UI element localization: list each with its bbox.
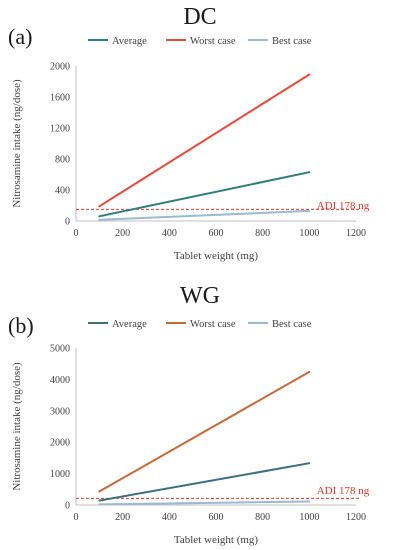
y-tick-label: 5000 [50, 344, 70, 355]
chart-panel-2: WG(b) Average Worst case Best case010002000… [8, 283, 370, 546]
adi-label: ADI 178 ng [317, 485, 370, 497]
x-tick-label: 0 [74, 228, 79, 239]
legend: Average Worst case Best case [88, 319, 312, 330]
legend-label: Average [112, 319, 147, 330]
x-tick-label: 1000 [299, 512, 319, 523]
y-tick-label: 1600 [50, 93, 70, 104]
y-tick-label: 2000 [50, 62, 70, 73]
y-tick-label: 0 [65, 501, 70, 512]
legend-label: Worst case [190, 36, 236, 47]
x-tick-label: 600 [209, 228, 224, 239]
chart-title: DC [183, 4, 216, 30]
x-tick-label: 1000 [299, 228, 319, 239]
x-tick-label: 1200 [346, 228, 366, 239]
legend-label: Best case [272, 36, 312, 47]
series-line-best-case [98, 209, 311, 221]
y-tick-label: 2000 [50, 438, 70, 449]
y-tick-label: 1000 [50, 469, 70, 480]
y-tick-label: 800 [55, 155, 70, 166]
y-tick-label: 3000 [50, 406, 70, 417]
series-line-worst-case [98, 73, 311, 208]
x-tick-label: 800 [255, 228, 270, 239]
y-tick-label: 4000 [50, 375, 70, 386]
y-tick-label: 0 [65, 217, 70, 228]
x-tick-label: 800 [255, 512, 270, 523]
x-tick-label: 200 [115, 228, 130, 239]
x-tick-label: 400 [162, 228, 177, 239]
legend-label: Best case [272, 319, 312, 330]
y-tick-label: 400 [55, 186, 70, 197]
series-line-average [98, 171, 311, 218]
series-line-average [98, 462, 311, 502]
panel-label: (a) [8, 24, 32, 49]
y-axis-label: Nitrosamine intake (ng/dose) [11, 79, 23, 208]
y-axis-label: Nitrosamine intake (ng/dose) [11, 362, 23, 491]
x-axis-label: Tablet weight (mg) [174, 250, 258, 262]
x-tick-label: 200 [115, 512, 130, 523]
chart-panel-1: DC (a) Average Worst case Best case 0 400 800 12… [8, 4, 370, 262]
x-tick-label: 600 [209, 512, 224, 523]
y-tick-label: 1200 [50, 124, 70, 135]
series-line-worst-case [98, 370, 311, 493]
x-tick-label: 0 [74, 512, 79, 523]
adi-label: ADI 178 ng [317, 200, 370, 212]
chart-title: WG [180, 283, 220, 309]
legend: Average Worst case Best case [88, 36, 312, 47]
legend-label: Average [112, 36, 147, 47]
x-tick-label: 1200 [346, 512, 366, 523]
panel-label: (b) [8, 313, 34, 338]
x-tick-label: 400 [162, 512, 177, 523]
legend-label: Worst case [190, 319, 236, 330]
x-axis-label: Tablet weight (mg) [174, 534, 258, 546]
series-line-best-case [98, 500, 311, 506]
